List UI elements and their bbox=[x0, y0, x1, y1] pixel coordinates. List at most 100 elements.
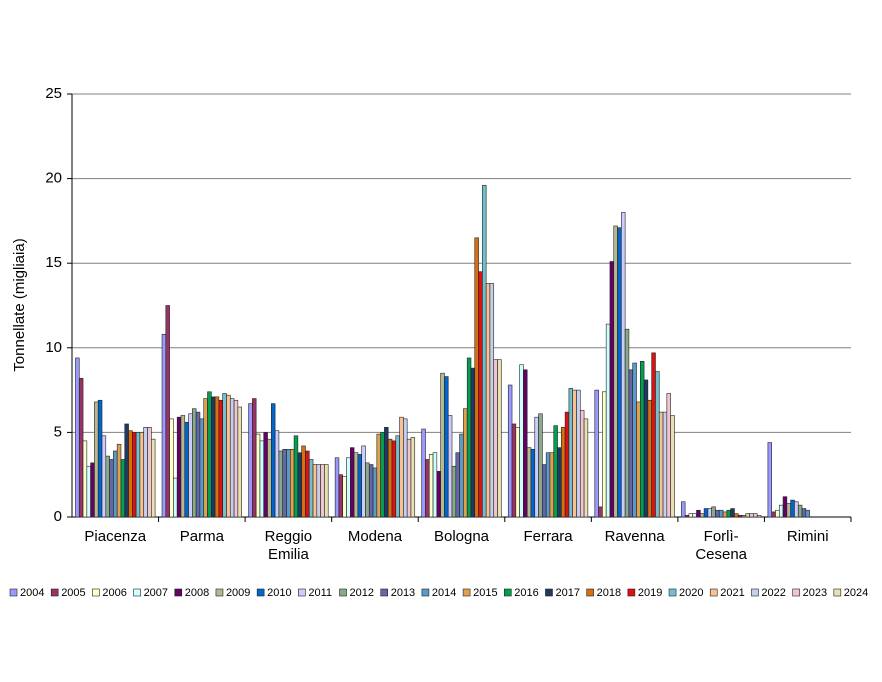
bar bbox=[128, 430, 133, 518]
bar bbox=[124, 423, 129, 518]
bar bbox=[753, 513, 758, 518]
legend-swatch bbox=[92, 588, 100, 597]
x-tick-label: Ferrara bbox=[523, 528, 573, 545]
bar bbox=[139, 432, 145, 518]
legend-label: 2014 bbox=[432, 587, 456, 599]
bar bbox=[192, 408, 197, 518]
bar bbox=[553, 425, 558, 518]
bar bbox=[474, 237, 479, 518]
legend-swatch bbox=[215, 588, 224, 597]
bar bbox=[786, 503, 791, 518]
bar bbox=[722, 511, 728, 518]
y-tick-label: 10 bbox=[45, 339, 62, 356]
bar bbox=[421, 428, 426, 518]
legend-label: 2009 bbox=[226, 587, 250, 599]
bar bbox=[143, 427, 148, 518]
legend-label: 2020 bbox=[679, 587, 703, 599]
bar bbox=[538, 413, 543, 518]
bar bbox=[432, 452, 438, 518]
bar bbox=[632, 362, 637, 518]
legend-label: 2024 bbox=[844, 587, 868, 599]
legend-label: 2012 bbox=[350, 587, 374, 599]
bar bbox=[372, 467, 378, 518]
bar bbox=[613, 225, 618, 518]
bar bbox=[349, 447, 355, 518]
bar bbox=[173, 477, 178, 518]
bar bbox=[214, 396, 220, 518]
bar bbox=[78, 377, 84, 518]
bar bbox=[662, 411, 668, 518]
bar bbox=[696, 509, 701, 518]
legend-label: 2006 bbox=[102, 587, 126, 599]
bar bbox=[775, 509, 780, 518]
bar bbox=[561, 427, 566, 518]
bar bbox=[534, 416, 539, 518]
legend-label: 2015 bbox=[473, 587, 497, 599]
bar bbox=[602, 391, 607, 518]
bar bbox=[353, 452, 359, 518]
bar bbox=[564, 411, 570, 518]
bar bbox=[485, 283, 491, 518]
bar bbox=[598, 506, 603, 518]
bar bbox=[651, 352, 656, 518]
bar bbox=[226, 394, 231, 518]
bar bbox=[797, 504, 803, 518]
bar bbox=[628, 369, 634, 518]
bar bbox=[557, 447, 562, 518]
bar bbox=[643, 379, 649, 518]
bar bbox=[451, 465, 457, 518]
legend-swatch bbox=[709, 588, 718, 597]
bar bbox=[734, 513, 739, 518]
bar bbox=[301, 445, 306, 518]
bar bbox=[387, 438, 393, 518]
bar bbox=[233, 399, 239, 518]
bar bbox=[489, 283, 495, 518]
legend-swatch bbox=[668, 588, 677, 597]
bar bbox=[636, 401, 641, 518]
bar bbox=[444, 376, 449, 518]
y-axis-title: Tonnellate (migliaia) bbox=[11, 238, 28, 371]
x-tick-label: Modena bbox=[348, 528, 403, 545]
legend-label: 2008 bbox=[185, 587, 209, 599]
bar bbox=[410, 437, 416, 518]
bar bbox=[165, 305, 170, 518]
bar bbox=[94, 401, 99, 518]
bar bbox=[711, 506, 716, 518]
legend-swatch bbox=[256, 588, 265, 597]
bar bbox=[161, 333, 167, 518]
bar bbox=[169, 418, 174, 518]
bar bbox=[715, 509, 720, 518]
bar bbox=[297, 452, 302, 518]
bar bbox=[403, 418, 408, 518]
x-tick-label: Parma bbox=[180, 528, 225, 545]
bar bbox=[271, 403, 276, 518]
bar bbox=[782, 496, 788, 518]
bar bbox=[361, 445, 366, 518]
bar bbox=[180, 415, 186, 518]
bar bbox=[428, 454, 434, 518]
bar bbox=[749, 513, 754, 518]
bar bbox=[639, 361, 645, 518]
bar bbox=[511, 423, 517, 518]
bar bbox=[135, 432, 141, 518]
bar bbox=[493, 359, 498, 518]
bar bbox=[376, 433, 381, 518]
legend-label: 2010 bbox=[267, 587, 291, 599]
x-tick-label: Bologna bbox=[434, 528, 490, 545]
bar bbox=[365, 462, 370, 518]
y-tick-label: 0 bbox=[54, 508, 62, 525]
bar bbox=[286, 449, 291, 518]
bar bbox=[86, 465, 91, 518]
bar bbox=[391, 440, 397, 518]
bar bbox=[767, 442, 772, 518]
bar bbox=[542, 464, 547, 518]
bar bbox=[447, 415, 453, 518]
bar bbox=[248, 403, 253, 518]
bar bbox=[526, 447, 532, 518]
bar bbox=[482, 185, 487, 518]
y-tick-label: 20 bbox=[45, 170, 62, 187]
bar bbox=[101, 435, 107, 518]
bar bbox=[346, 457, 351, 518]
bar bbox=[530, 449, 536, 518]
bar bbox=[572, 389, 577, 518]
